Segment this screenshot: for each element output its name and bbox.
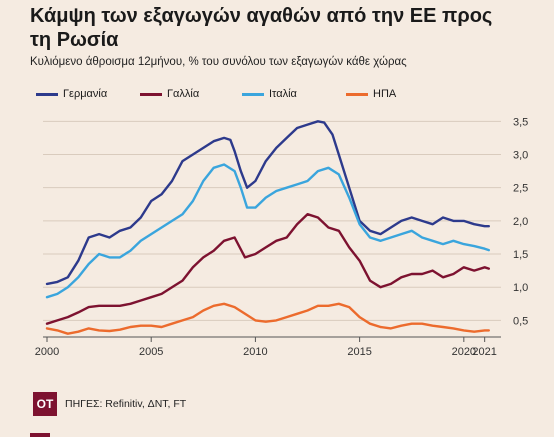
legend-label: Ιταλία [269, 88, 297, 100]
legend-swatch [36, 92, 58, 96]
y-tick-label: 2,5 [513, 183, 528, 195]
legend-item-germany: Γερμανία [36, 88, 140, 100]
ot-logo: ΟΤ [33, 392, 57, 416]
y-tick-label: 1,5 [513, 249, 528, 261]
series-line-3 [45, 163, 490, 299]
source-note: ΠΗΓΕΣ: Refinitiv, ΔΝΤ, FT [65, 398, 187, 410]
y-tick-label: 3,0 [513, 150, 528, 162]
x-tick-label: 2020 [452, 346, 476, 358]
footer: ΟΤ ΠΗΓΕΣ: Refinitiv, ΔΝΤ, FT [33, 392, 186, 416]
legend-item-usa: ΗΠΑ [346, 88, 426, 100]
x-tick-label: 2010 [243, 346, 267, 358]
series-line-2 [45, 213, 490, 325]
legend-swatch [140, 92, 162, 96]
x-tick-label: 2000 [35, 346, 59, 358]
y-tick-label: 0,5 [513, 315, 528, 327]
x-tick-label: 2021 [472, 346, 496, 358]
legend-label: Γαλλία [167, 88, 200, 100]
legend-swatch [242, 92, 264, 96]
legend-label: Γερμανία [63, 88, 108, 100]
accent-bar [30, 433, 50, 437]
y-tick-label: 1,0 [513, 282, 528, 294]
legend-item-italy: Ιταλία [242, 88, 346, 100]
x-tick-label: 2005 [139, 346, 163, 358]
series-line-1 [45, 120, 490, 286]
legend: Γερμανία Γαλλία Ιταλία ΗΠΑ [36, 88, 426, 100]
legend-item-france: Γαλλία [140, 88, 242, 100]
x-tick-label: 2015 [347, 346, 371, 358]
legend-label: ΗΠΑ [373, 88, 397, 100]
chart-title: Κάμψη των εξαγωγών αγαθών από την ΕΕ προ… [30, 5, 493, 51]
chart-subtitle: Κυλιόμενο άθροισμα 12μήνου, % του συνόλο… [30, 56, 407, 68]
y-tick-label: 2,0 [513, 216, 528, 228]
series-line-4 [45, 302, 490, 335]
legend-swatch [346, 92, 368, 96]
y-tick-label: 3,5 [513, 116, 528, 128]
